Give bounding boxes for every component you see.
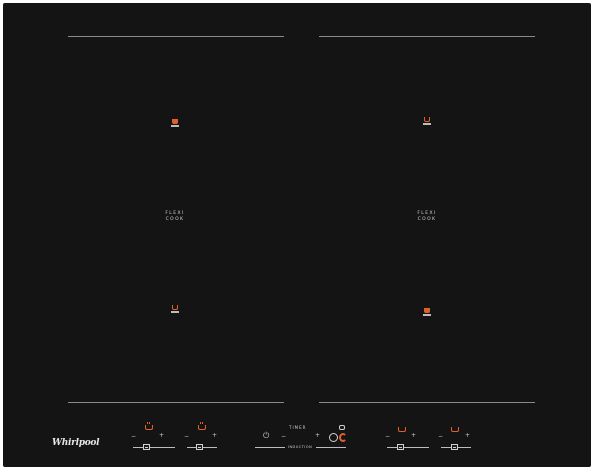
plus-button[interactable]: + [411,432,417,439]
top-right-line [319,36,535,37]
right-flexi-cook-label: FLEXI COOK [407,211,447,223]
left-flexi-cook-label: FLEXI COOK [155,211,195,223]
timer-plus-button[interactable]: + [315,432,321,439]
timer-minus-button[interactable]: − [281,433,287,440]
induction-left-line [255,447,285,448]
slider-knob-icon[interactable] [397,444,404,450]
pot-icon[interactable] [198,422,206,430]
circle-icon[interactable] [329,433,338,442]
slider-knob-icon[interactable] [451,444,458,450]
timer-label: TIMER [289,425,307,430]
power-slider-track[interactable] [387,447,429,448]
left-flexi-line1: FLEXI [165,211,185,216]
timer-icon[interactable] [339,433,347,442]
plus-button[interactable]: + [465,432,471,439]
minus-button[interactable]: − [385,433,391,440]
bottom-left-line [68,402,284,403]
slider-knob-icon[interactable] [143,444,150,450]
minus-button[interactable]: − [131,433,137,440]
left-bottom-zone-indicator-icon[interactable] [171,305,179,314]
slider-knob-icon[interactable] [196,444,203,450]
induction-label: INDUCTION [288,445,313,449]
induction-right-line [316,447,346,448]
minus-button[interactable]: − [438,433,444,440]
left-flexi-line2: COOK [165,217,185,222]
pot-icon[interactable] [145,422,153,430]
minus-button[interactable]: − [184,433,190,440]
pot-icon[interactable] [398,427,406,432]
top-left-line [68,36,284,37]
right-top-zone-indicator-icon[interactable] [423,117,431,126]
right-flexi-line2: COOK [417,217,437,222]
pot-icon[interactable] [451,427,459,432]
bottom-right-line [319,402,535,403]
left-top-zone-indicator-icon[interactable] [171,119,179,128]
whirlpool-logo: Whirlpool [52,438,100,448]
power-icon[interactable]: ⏻ [263,431,270,440]
plus-button[interactable]: + [212,432,218,439]
cooktop-panel [3,3,591,467]
power-slider-track[interactable] [133,447,175,448]
right-bottom-zone-indicator-icon[interactable] [423,308,431,317]
right-flexi-line1: FLEXI [417,211,437,216]
lock-icon[interactable] [339,425,345,430]
plus-button[interactable]: + [159,432,165,439]
